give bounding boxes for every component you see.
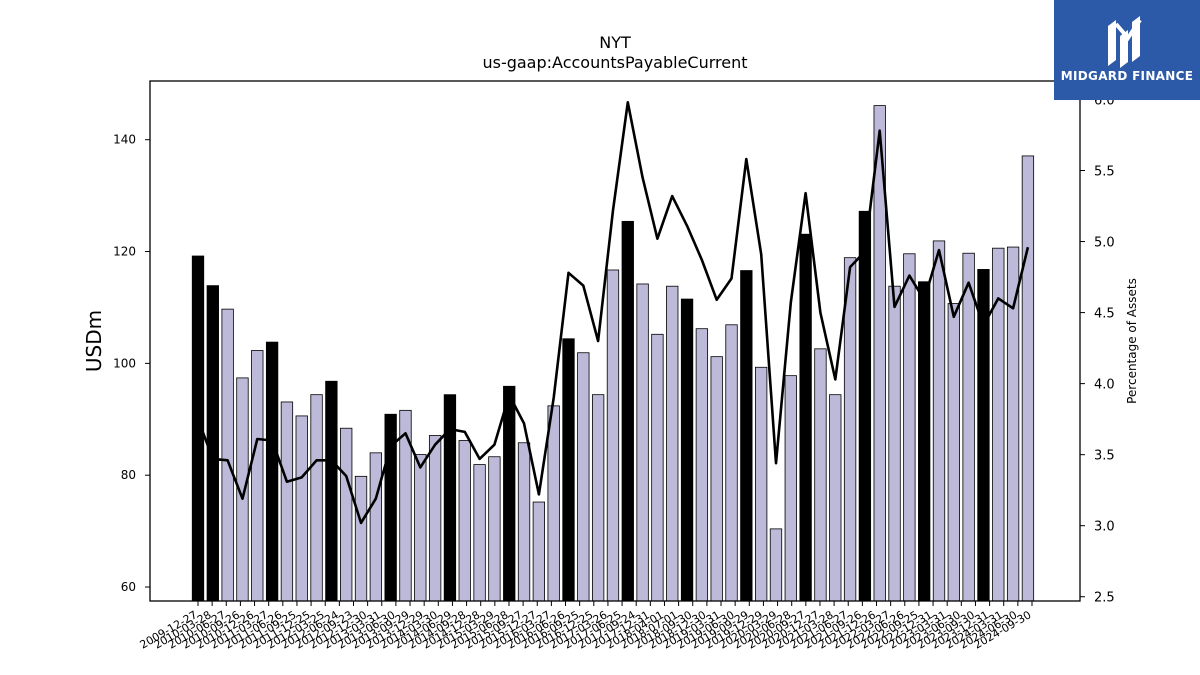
bar — [310, 394, 323, 602]
bar — [503, 385, 516, 602]
chart-title: NYT — [599, 33, 631, 52]
bar — [577, 352, 590, 602]
bar — [784, 375, 797, 602]
bar — [221, 308, 234, 602]
bar — [399, 409, 412, 602]
y2-tick-label: 5.0 — [1094, 236, 1115, 251]
bar — [755, 366, 768, 602]
bar — [710, 356, 723, 602]
y-ticks: 60 80 100 120 140 — [113, 133, 150, 594]
bar — [666, 285, 679, 602]
bar — [532, 501, 546, 602]
y-tick-label: 120 — [113, 245, 136, 259]
bar — [621, 220, 634, 602]
bar — [340, 427, 353, 602]
bar — [1021, 155, 1035, 602]
bar — [918, 281, 931, 602]
bar — [354, 475, 368, 602]
y-axis-label: USDm — [82, 310, 106, 372]
y2-tick-label: 4.5 — [1094, 307, 1115, 322]
y-tick-label: 60 — [121, 580, 136, 594]
bar — [606, 269, 620, 602]
bar — [251, 350, 264, 602]
percentage-line — [196, 101, 1030, 525]
bar — [295, 415, 308, 602]
bar — [547, 405, 560, 602]
bar — [843, 257, 857, 602]
bar — [903, 253, 916, 602]
bar — [740, 270, 753, 602]
bar — [858, 210, 872, 602]
bar — [725, 324, 738, 602]
bar — [888, 285, 901, 602]
bar — [443, 394, 457, 602]
bar — [325, 380, 338, 602]
bar — [591, 394, 605, 602]
y2-tick-label: 3.0 — [1094, 520, 1115, 535]
bar — [562, 338, 575, 602]
y2-tick-label: 2.5 — [1094, 591, 1115, 606]
bar — [769, 528, 783, 602]
bar — [680, 298, 694, 602]
midgard-logo-icon — [1108, 16, 1142, 68]
y2-axis-label: Percentage of Assets — [1125, 278, 1139, 404]
bar — [414, 454, 427, 602]
bar — [962, 252, 975, 602]
bar — [932, 240, 946, 602]
bar — [1006, 246, 1020, 602]
plot-frame — [149, 80, 1081, 602]
logo-text: MIDGARD FINANCE — [1060, 69, 1194, 83]
x-ticks: 2009-12-272010-03-282010-06-272010-09-26… — [138, 601, 1034, 652]
bar — [280, 401, 294, 602]
bar — [458, 440, 471, 602]
line-layer — [196, 101, 1030, 525]
bar — [428, 435, 442, 602]
y2-ticks: 2.53.03.54.04.55.05.56.0 — [1080, 93, 1115, 606]
bar — [636, 283, 649, 602]
y2-tick-label: 5.5 — [1094, 165, 1115, 180]
bar — [517, 442, 531, 602]
bar — [829, 394, 842, 602]
bar — [799, 233, 812, 602]
y2-tick-label: 3.5 — [1094, 449, 1115, 464]
midgard-finance-logo: MIDGARD FINANCE — [1054, 0, 1200, 100]
bar — [947, 303, 960, 602]
y2-tick-label: 4.0 — [1094, 378, 1115, 393]
chart-subtitle: us-gaap:AccountsPayableCurrent — [482, 53, 747, 72]
bar — [695, 328, 709, 602]
bar — [265, 341, 279, 602]
bar — [488, 456, 501, 602]
bar — [206, 285, 219, 602]
y-tick-label: 100 — [113, 356, 136, 370]
bar — [369, 452, 382, 602]
bar — [651, 333, 664, 602]
bar — [473, 464, 486, 602]
y-tick-label: 80 — [121, 468, 136, 482]
bars-layer — [191, 105, 1035, 602]
bar — [814, 348, 827, 602]
y-tick-label: 140 — [113, 133, 136, 147]
